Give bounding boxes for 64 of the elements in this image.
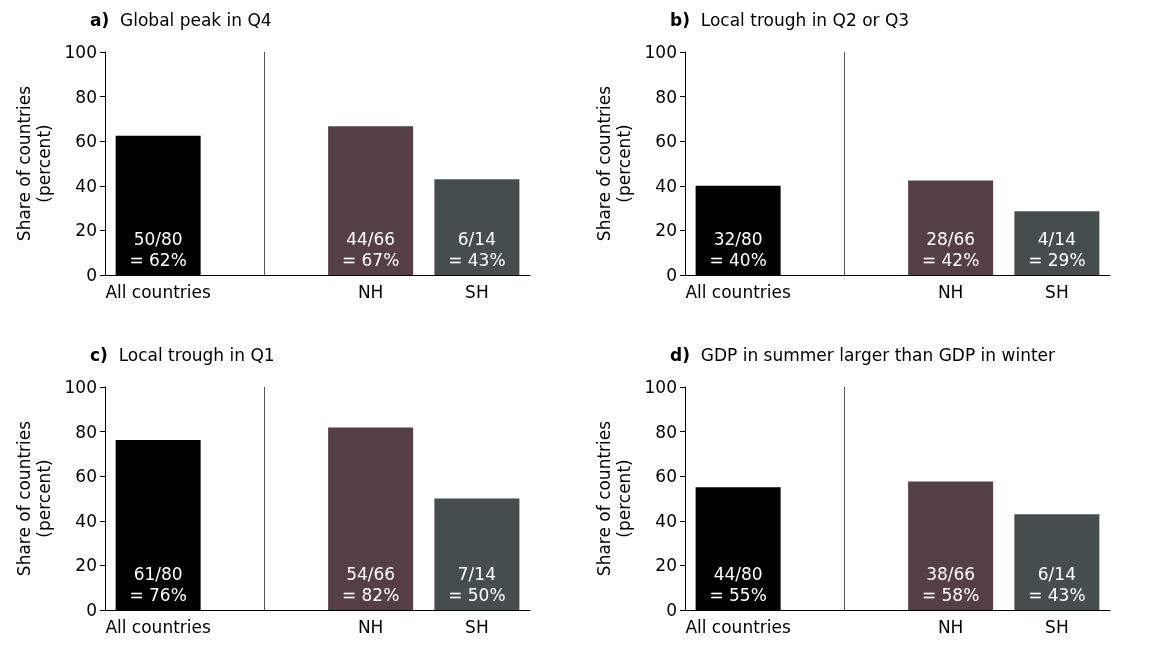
y-axis-title: Share of countries (percent): [593, 420, 634, 577]
bar: [328, 126, 414, 275]
x-tick-label: NH: [937, 281, 964, 302]
y-tick-label: 100: [644, 377, 677, 397]
y-tick-label: 80: [655, 421, 677, 442]
data-label: 6/14 = 43%: [448, 228, 506, 270]
bar: [328, 427, 414, 610]
y-tick-label: 80: [655, 86, 677, 107]
y-tick-label: 40: [75, 175, 97, 196]
y-tick-label: 100: [64, 42, 97, 62]
data-label: 32/80 = 40%: [709, 228, 767, 270]
bar: [908, 180, 994, 275]
data-label: 28/66 = 42%: [921, 228, 980, 270]
y-tick-label: 20: [75, 220, 97, 241]
y-tick-label: 100: [644, 42, 677, 62]
y-tick-label: 0: [666, 265, 677, 285]
y-tick-label: 0: [86, 600, 97, 620]
x-tick-label: NH: [357, 616, 384, 637]
data-label: 38/66 = 58%: [921, 563, 980, 605]
chart-title: a) Global peak in Q4: [90, 9, 272, 30]
x-tick-label: NH: [357, 281, 384, 302]
y-tick-label: 0: [666, 600, 677, 620]
y-tick-label: 100: [64, 377, 97, 397]
y-tick-label: 60: [655, 466, 677, 487]
x-tick-label: SH: [465, 281, 489, 302]
data-label: 7/14 = 50%: [448, 563, 506, 605]
data-label: 4/14 = 29%: [1028, 228, 1086, 270]
data-label: 6/14 = 43%: [1028, 563, 1086, 605]
y-tick-label: 60: [75, 131, 97, 152]
chart-title: b) Local trough in Q2 or Q3: [670, 9, 910, 30]
y-tick-label: 20: [655, 555, 677, 576]
y-axis-title: Share of countries (percent): [13, 420, 54, 577]
bar: [908, 481, 994, 610]
y-tick-label: 40: [655, 510, 677, 531]
y-axis-title: Share of countries (percent): [593, 85, 634, 242]
x-tick-label: All countries: [685, 281, 791, 302]
x-tick-label: All countries: [105, 616, 211, 637]
data-label: 44/66 = 67%: [341, 228, 400, 270]
x-tick-label: SH: [1045, 281, 1069, 302]
x-tick-label: SH: [465, 616, 489, 637]
x-tick-label: All countries: [685, 616, 791, 637]
data-label: 50/80 = 62%: [129, 228, 187, 270]
bar: [434, 498, 520, 610]
data-label: 44/80 = 55%: [709, 563, 767, 605]
x-tick-label: All countries: [105, 281, 211, 302]
y-tick-label: 80: [75, 86, 97, 107]
y-tick-label: 40: [655, 175, 677, 196]
y-tick-label: 20: [655, 220, 677, 241]
bar: [1014, 211, 1100, 275]
bar: [434, 179, 520, 275]
chart-title: c) Local trough in Q1: [90, 344, 275, 365]
y-tick-label: 80: [75, 421, 97, 442]
y-tick-label: 60: [655, 131, 677, 152]
bar: [1014, 514, 1100, 610]
x-tick-label: NH: [937, 616, 964, 637]
data-label: 54/66 = 82%: [341, 563, 400, 605]
y-tick-label: 20: [75, 555, 97, 576]
y-tick-label: 0: [86, 265, 97, 285]
y-tick-label: 40: [75, 510, 97, 531]
y-axis-title: Share of countries (percent): [13, 85, 54, 242]
y-tick-label: 60: [75, 466, 97, 487]
data-label: 61/80 = 76%: [129, 563, 187, 605]
chart-title: d) GDP in summer larger than GDP in winter: [670, 344, 1056, 365]
x-tick-label: SH: [1045, 616, 1069, 637]
